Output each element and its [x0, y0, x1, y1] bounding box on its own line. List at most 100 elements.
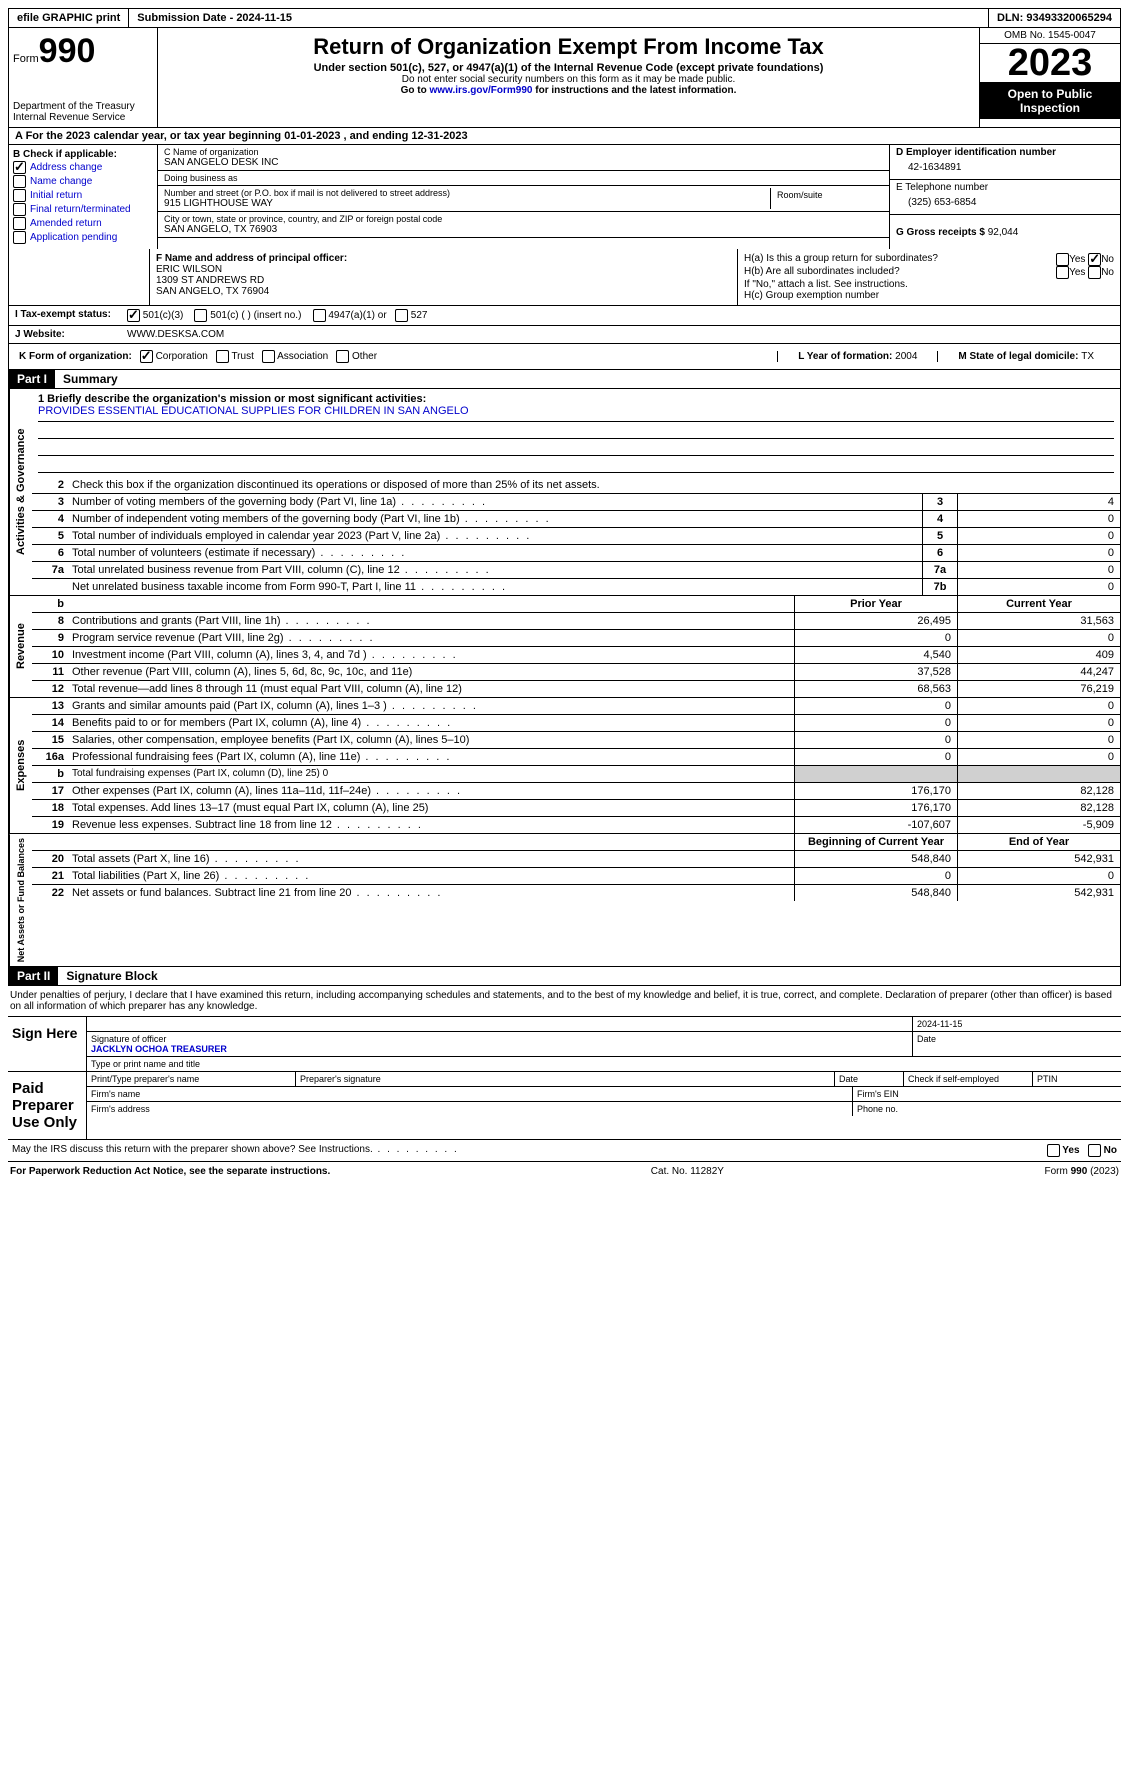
gross-receipts: 92,044 — [988, 227, 1019, 238]
open-inspection: Open to Public Inspection — [980, 83, 1120, 119]
discuss-no[interactable] — [1088, 1144, 1101, 1157]
room-suite: Room/suite — [771, 188, 883, 209]
governance-section: Activities & Governance 1 Briefly descri… — [8, 389, 1121, 596]
exp16a-cy: 0 — [957, 749, 1120, 765]
check-app-pending[interactable] — [13, 231, 26, 244]
na21-beg: 0 — [794, 868, 957, 884]
city-state-zip: SAN ANGELO, TX 76903 — [164, 224, 883, 235]
rev8-cy: 31,563 — [957, 613, 1120, 629]
gov-line3: 4 — [957, 494, 1120, 510]
check-final-return[interactable] — [13, 203, 26, 216]
check-initial-return[interactable] — [13, 189, 26, 202]
form-title: Return of Organization Exempt From Incom… — [164, 34, 973, 60]
dln: DLN: 93493320065294 — [988, 9, 1120, 27]
exp17-cy: 82,128 — [957, 783, 1120, 799]
rev8-py: 26,495 — [794, 613, 957, 629]
rev11-cy: 44,247 — [957, 664, 1120, 680]
part-1-header: Part I Summary — [8, 370, 1121, 389]
check-address-change[interactable] — [13, 161, 26, 174]
exp18-cy: 82,128 — [957, 800, 1120, 816]
section-d: D Employer identification number 42-1634… — [889, 145, 1120, 249]
footer: For Paperwork Reduction Act Notice, see … — [8, 1162, 1121, 1181]
officer-addr1: 1309 ST ANDREWS RD — [156, 275, 731, 286]
ha-no[interactable] — [1088, 253, 1101, 266]
street-address: 915 LIGHTHOUSE WAY — [164, 198, 770, 209]
sig-date: 2024-11-15 — [913, 1017, 1121, 1031]
website-row: J Website: WWW.DESKSA.COM — [8, 326, 1121, 344]
gov-line7a: 0 — [957, 562, 1120, 578]
na22-end: 542,931 — [957, 885, 1120, 901]
dept-label: Department of the Treasury Internal Reve… — [13, 101, 153, 123]
rev12-cy: 76,219 — [957, 681, 1120, 697]
org-name: SAN ANGELO DESK INC — [164, 157, 883, 168]
phone: (325) 653-6854 — [896, 193, 1114, 212]
row-k: K Form of organization: Corporation Trus… — [8, 344, 1121, 370]
mission-text: PROVIDES ESSENTIAL EDUCATIONAL SUPPLIES … — [38, 405, 1114, 422]
officer-addr2: SAN ANGELO, TX 76904 — [156, 286, 731, 297]
gov-line4: 0 — [957, 511, 1120, 527]
na22-beg: 548,840 — [794, 885, 957, 901]
exp19-py: -107,607 — [794, 817, 957, 833]
check-501c[interactable] — [194, 309, 207, 322]
website-value: WWW.DESKSA.COM — [121, 326, 1120, 343]
na20-beg: 548,840 — [794, 851, 957, 867]
year-formation: 2004 — [895, 351, 917, 362]
exp16b-cy — [957, 766, 1120, 782]
top-bar: efile GRAPHIC print Submission Date - 20… — [8, 8, 1121, 28]
ein: 42-1634891 — [896, 158, 1114, 177]
check-assoc[interactable] — [262, 350, 275, 363]
section-b: B Check if applicable: Address change Na… — [9, 145, 158, 249]
na21-end: 0 — [957, 868, 1120, 884]
form-number: Form990 — [13, 32, 153, 71]
rev9-cy: 0 — [957, 630, 1120, 646]
state-domicile: TX — [1081, 351, 1094, 362]
check-name-change[interactable] — [13, 175, 26, 188]
exp19-cy: -5,909 — [957, 817, 1120, 833]
exp15-cy: 0 — [957, 732, 1120, 748]
exp16b-py — [794, 766, 957, 782]
rev10-cy: 409 — [957, 647, 1120, 663]
gov-line6: 0 — [957, 545, 1120, 561]
form-subtitle-1: Under section 501(c), 527, or 4947(a)(1)… — [164, 62, 973, 74]
section-c: C Name of organization SAN ANGELO DESK I… — [158, 145, 889, 249]
rev10-py: 4,540 — [794, 647, 957, 663]
tax-exempt-status: I Tax-exempt status: 501(c)(3) 501(c) ( … — [8, 306, 1121, 326]
exp15-py: 0 — [794, 732, 957, 748]
na20-end: 542,931 — [957, 851, 1120, 867]
check-4947[interactable] — [313, 309, 326, 322]
signature-disclaimer: Under penalties of perjury, I declare th… — [8, 986, 1121, 1017]
officer-sig: JACKLYN OCHOA TREASURER — [91, 1044, 227, 1054]
form-subtitle-2: Do not enter social security numbers on … — [164, 74, 973, 85]
check-corp[interactable] — [140, 350, 153, 363]
rev11-py: 37,528 — [794, 664, 957, 680]
section-fh: F Name and address of principal officer:… — [8, 249, 1121, 306]
net-assets-section: Net Assets or Fund Balances Beginning of… — [8, 834, 1121, 967]
hb-yes[interactable] — [1056, 266, 1069, 279]
discuss-yes[interactable] — [1047, 1144, 1060, 1157]
hb-no[interactable] — [1088, 266, 1101, 279]
exp13-cy: 0 — [957, 698, 1120, 714]
irs-link[interactable]: www.irs.gov/Form990 — [429, 85, 532, 96]
exp13-py: 0 — [794, 698, 957, 714]
gov-line7b: 0 — [957, 579, 1120, 595]
revenue-section: Revenue bPrior YearCurrent Year 8Contrib… — [8, 596, 1121, 698]
check-trust[interactable] — [216, 350, 229, 363]
check-other[interactable] — [336, 350, 349, 363]
exp18-py: 176,170 — [794, 800, 957, 816]
exp14-py: 0 — [794, 715, 957, 731]
check-amended[interactable] — [13, 217, 26, 230]
check-527[interactable] — [395, 309, 408, 322]
sign-here-block: Sign Here 2024-11-15 Signature of office… — [8, 1017, 1121, 1072]
gov-line5: 0 — [957, 528, 1120, 544]
exp17-py: 176,170 — [794, 783, 957, 799]
expenses-section: Expenses 13Grants and similar amounts pa… — [8, 698, 1121, 834]
check-501c3[interactable] — [127, 309, 140, 322]
efile-button[interactable]: efile GRAPHIC print — [9, 9, 129, 27]
officer-name: ERIC WILSON — [156, 264, 731, 275]
discuss-row: May the IRS discuss this return with the… — [8, 1140, 1121, 1162]
ha-yes[interactable] — [1056, 253, 1069, 266]
exp16a-py: 0 — [794, 749, 957, 765]
section-bcd: B Check if applicable: Address change Na… — [8, 145, 1121, 249]
tax-year: 2023 — [980, 44, 1120, 83]
rev9-py: 0 — [794, 630, 957, 646]
